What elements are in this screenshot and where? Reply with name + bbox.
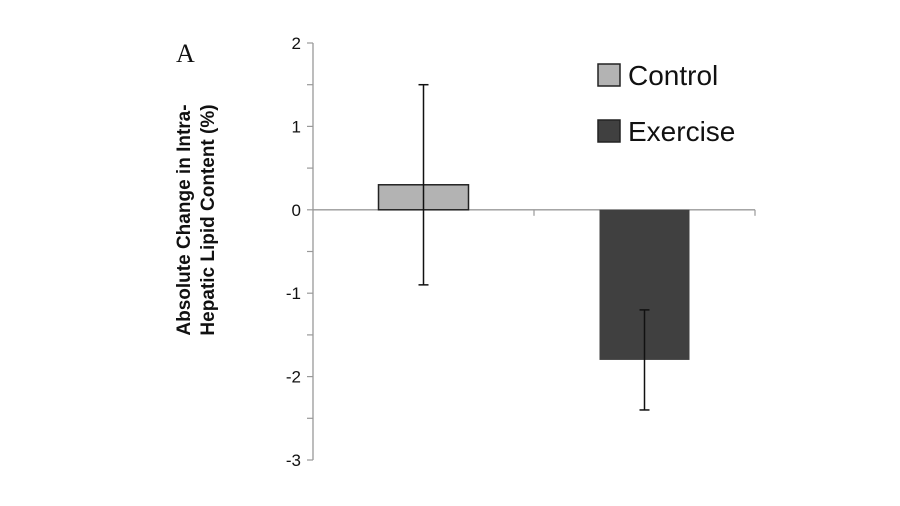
- legend-swatch-control: [597, 63, 621, 87]
- legend-label-control: Control: [628, 60, 718, 91]
- y-axis-label-line2: Hepatic Lipid Content (%): [198, 104, 219, 335]
- legend-swatch-exercise: [597, 119, 621, 143]
- legend-label-exercise: Exercise: [628, 116, 735, 147]
- y-tick-label: 0: [292, 201, 301, 220]
- y-tick-label: 2: [292, 34, 301, 53]
- y-tick-label: -1: [286, 284, 301, 303]
- y-tick-label: -3: [286, 451, 301, 470]
- panel-label: A: [176, 39, 195, 68]
- y-axis-label-line1: Absolute Change in Intra-: [174, 104, 195, 335]
- y-tick-label: -2: [286, 368, 301, 387]
- y-tick-label: 1: [292, 117, 301, 136]
